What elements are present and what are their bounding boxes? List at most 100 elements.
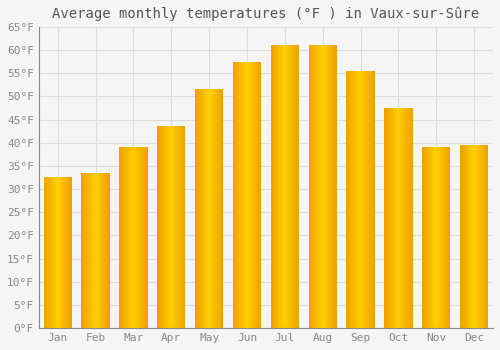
Bar [428, 147, 430, 328]
Bar [285, 46, 286, 328]
Bar [407, 108, 408, 328]
Bar [58, 177, 59, 328]
Bar [109, 173, 110, 328]
Bar [389, 108, 390, 328]
Bar [462, 145, 463, 328]
Bar [432, 147, 434, 328]
Bar [278, 46, 279, 328]
Bar [486, 145, 488, 328]
Bar [124, 147, 125, 328]
Bar [440, 147, 441, 328]
Bar [468, 145, 469, 328]
Bar [276, 46, 278, 328]
Bar [384, 108, 385, 328]
Bar [358, 71, 360, 328]
Bar [312, 46, 313, 328]
Bar [238, 62, 240, 328]
Bar [236, 62, 238, 328]
Bar [108, 173, 109, 328]
Bar [128, 147, 130, 328]
Bar [214, 89, 215, 328]
Bar [388, 108, 389, 328]
Bar [202, 89, 203, 328]
Bar [346, 71, 348, 328]
Bar [157, 126, 158, 328]
Bar [130, 147, 132, 328]
Bar [168, 126, 170, 328]
Bar [425, 147, 426, 328]
Bar [368, 71, 369, 328]
Bar [320, 46, 321, 328]
Bar [351, 71, 352, 328]
Bar [442, 147, 443, 328]
Bar [234, 62, 236, 328]
Bar [314, 46, 315, 328]
Bar [441, 147, 442, 328]
Bar [49, 177, 50, 328]
Bar [284, 46, 285, 328]
Bar [443, 147, 444, 328]
Bar [348, 71, 349, 328]
Bar [90, 173, 91, 328]
Bar [424, 147, 425, 328]
Bar [403, 108, 404, 328]
Bar [55, 177, 56, 328]
Bar [87, 173, 88, 328]
Bar [137, 147, 138, 328]
Bar [464, 145, 466, 328]
Bar [105, 173, 106, 328]
Bar [138, 147, 139, 328]
Bar [242, 62, 243, 328]
Bar [366, 71, 367, 328]
Bar [476, 145, 477, 328]
Bar [64, 177, 66, 328]
Bar [349, 71, 350, 328]
Bar [160, 126, 161, 328]
Bar [481, 145, 482, 328]
Bar [336, 46, 337, 328]
Bar [159, 126, 160, 328]
Bar [404, 108, 405, 328]
Bar [436, 147, 437, 328]
Bar [46, 177, 48, 328]
Bar [427, 147, 428, 328]
Bar [478, 145, 479, 328]
Bar [211, 89, 212, 328]
Bar [85, 173, 86, 328]
Bar [144, 147, 145, 328]
Bar [50, 177, 51, 328]
Bar [145, 147, 146, 328]
Bar [287, 46, 288, 328]
Bar [134, 147, 136, 328]
Bar [437, 147, 438, 328]
Bar [198, 89, 200, 328]
Bar [107, 173, 108, 328]
Bar [208, 89, 209, 328]
Bar [406, 108, 407, 328]
Bar [313, 46, 314, 328]
Bar [174, 126, 175, 328]
Bar [460, 145, 461, 328]
Bar [91, 173, 92, 328]
Bar [89, 173, 90, 328]
Bar [69, 177, 70, 328]
Bar [282, 46, 283, 328]
Bar [106, 173, 107, 328]
Bar [175, 126, 176, 328]
Bar [258, 62, 260, 328]
Bar [445, 147, 446, 328]
Bar [466, 145, 468, 328]
Bar [96, 173, 98, 328]
Bar [136, 147, 137, 328]
Bar [391, 108, 392, 328]
Bar [272, 46, 274, 328]
Bar [197, 89, 198, 328]
Bar [356, 71, 357, 328]
Bar [162, 126, 163, 328]
Bar [270, 46, 272, 328]
Bar [126, 147, 127, 328]
Bar [256, 62, 258, 328]
Bar [125, 147, 126, 328]
Bar [374, 71, 375, 328]
Bar [248, 62, 249, 328]
